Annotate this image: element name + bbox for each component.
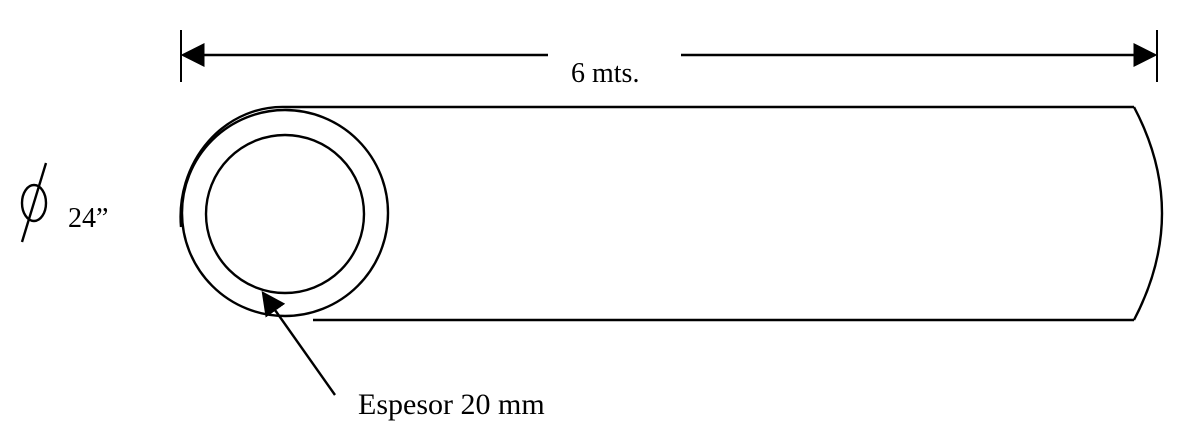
pipe-body	[179, 105, 1164, 322]
outer-pipe-profile	[179, 105, 1134, 322]
thickness-label: Espesor 20 mm	[358, 388, 545, 421]
diameter-annotation: 24”	[20, 162, 108, 243]
diameter-symbol-slash	[20, 162, 48, 243]
length-label: 6 mts.	[571, 58, 639, 89]
outer-pipe-circle	[180, 108, 390, 318]
thickness-annotation: Espesor 20 mm	[261, 291, 545, 421]
pipe-end-curve	[1132, 106, 1164, 321]
thickness-leader-arrow	[261, 291, 336, 396]
diameter-icon	[20, 162, 48, 243]
length-dimension: 6 mts.	[180, 30, 1158, 89]
inner-pipe-circle	[204, 133, 366, 295]
diameter-label: 24”	[68, 203, 108, 234]
diameter-symbol-circle	[20, 183, 48, 223]
